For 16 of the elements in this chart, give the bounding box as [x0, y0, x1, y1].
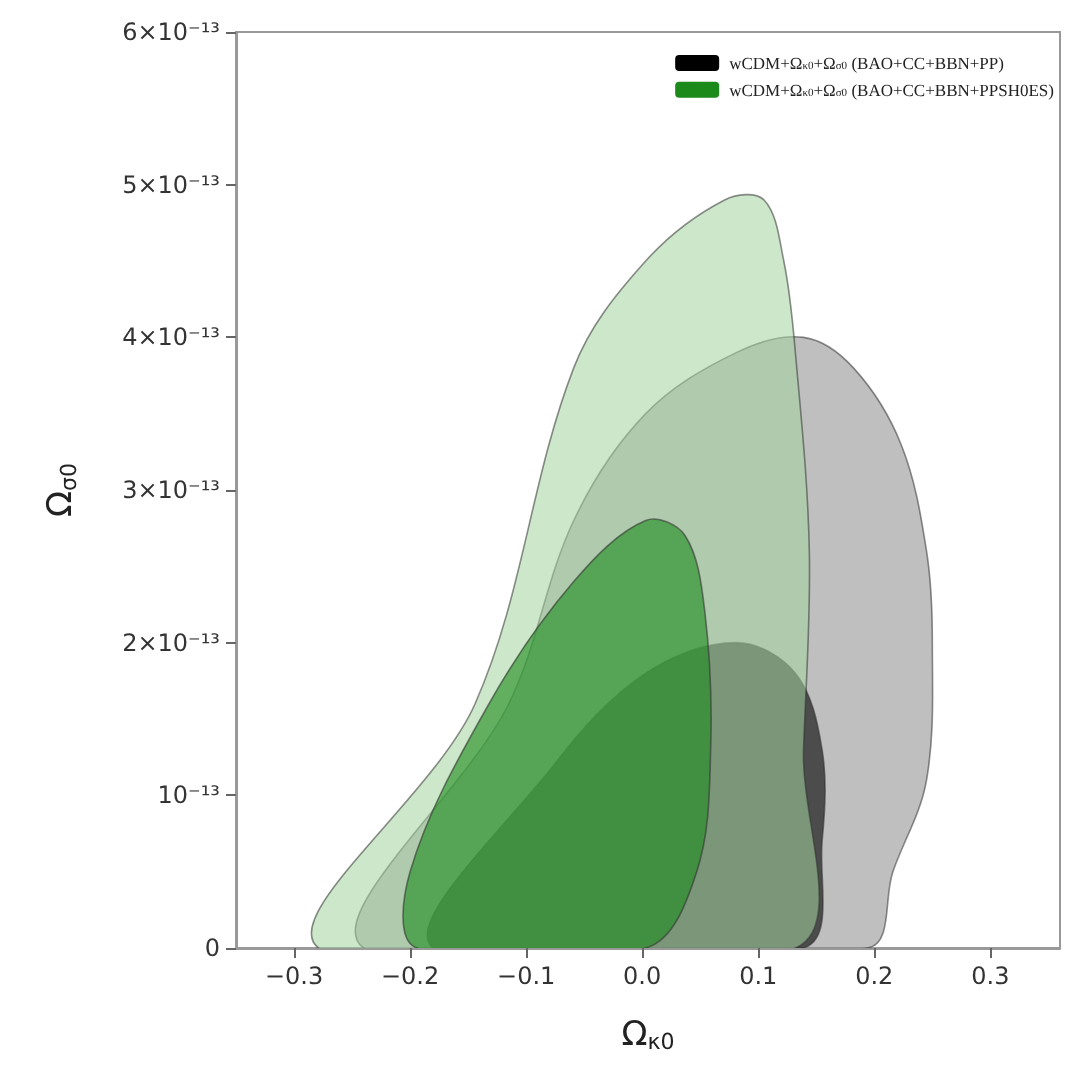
x-tick-label: 0.2: [855, 962, 894, 990]
y-tick-label: 4×10⁻¹³: [122, 323, 221, 352]
y-tick-label: 6×10⁻¹³: [122, 18, 221, 46]
y-tick-label: 10⁻¹³: [157, 781, 221, 810]
x-tick-label: −0.3: [264, 962, 324, 990]
y-tick-label: 0: [204, 934, 220, 962]
y-tick-label: 2×10⁻¹³: [122, 628, 221, 657]
x-tick-label: −0.1: [497, 962, 556, 990]
x-tick-label: −0.2: [380, 962, 440, 990]
y-tick-label: 5×10⁻¹³: [122, 170, 221, 199]
x-tick-label: 0.0: [623, 962, 662, 990]
y-axis-title: Ωσ0: [41, 462, 82, 518]
x-axis-title: Ωκ0: [621, 1014, 675, 1056]
x-tick-label: 0.1: [739, 962, 778, 990]
y-tick-label: 3×10⁻¹³: [122, 476, 221, 504]
x-tick-label: 0.3: [971, 962, 1010, 990]
